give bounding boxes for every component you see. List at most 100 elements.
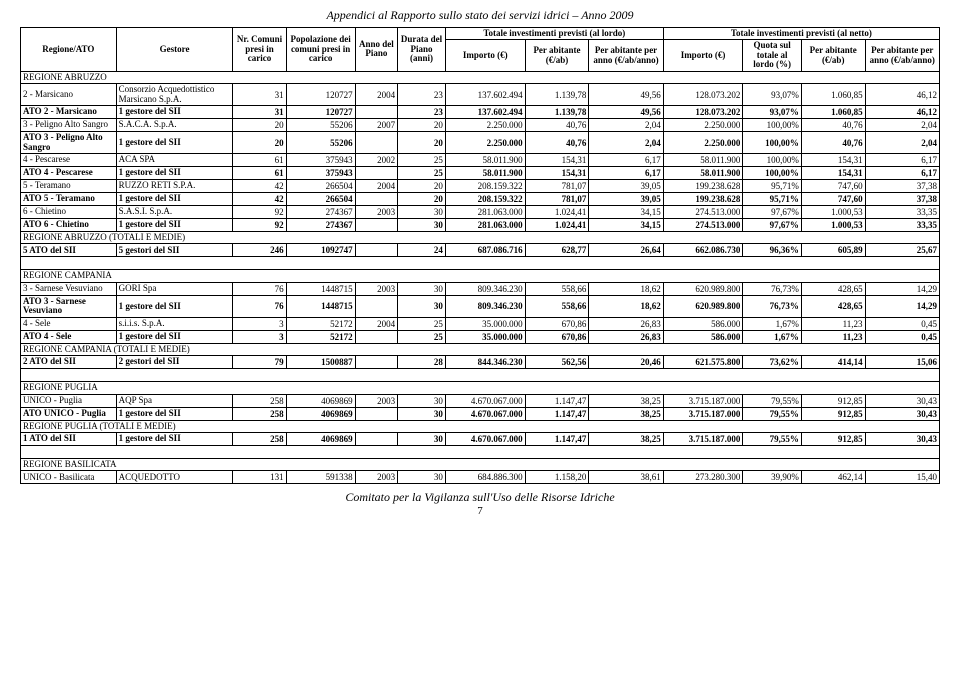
cell: 1 gestore del SII	[116, 407, 233, 420]
cell: 3	[233, 317, 286, 330]
cell: 97,67%	[743, 218, 801, 231]
cell: 208.159.322	[445, 192, 525, 205]
cell: 38,25	[589, 433, 663, 446]
cell: 34,15	[589, 218, 663, 231]
cell: 93,07%	[743, 106, 801, 119]
cell: 3	[233, 330, 286, 343]
col-lordo-perab: Per abitante (€/ab)	[525, 40, 589, 71]
cell: 2007	[355, 119, 397, 132]
cell: 199.238.628	[663, 179, 743, 192]
cell: 1.000,53	[801, 218, 865, 231]
table-row: 2 - MarsicanoConsorzio Acquedottistico M…	[21, 84, 940, 106]
table-row: 2 ATO del SII2 gestori del SII7915008872…	[21, 356, 940, 369]
cell: ATO 6 - Chietino	[21, 218, 117, 231]
cell: 558,66	[525, 282, 589, 295]
cell: 662.086.730	[663, 244, 743, 257]
col-pop: Popolazione dei comuni presi in carico	[286, 28, 355, 72]
cell: 2003	[355, 282, 397, 295]
footer-text: Comitato per la Vigilanza sull'Uso delle…	[20, 490, 940, 505]
cell: 30	[398, 407, 446, 420]
col-netto: Totale investimenti previsti (al netto)	[663, 28, 939, 40]
cell: 4069869	[286, 433, 355, 446]
cell: 49,56	[589, 106, 663, 119]
table-row: 6 - ChietinoS.A.S.I. S.p.A.9227436720033…	[21, 205, 940, 218]
cell: 4.670.067.000	[445, 433, 525, 446]
cell: 100,00%	[743, 153, 801, 166]
cell: 38,25	[589, 394, 663, 407]
cell: 246	[233, 244, 286, 257]
cell: 40,76	[801, 132, 865, 154]
cell: 14,29	[865, 295, 939, 317]
cell	[355, 244, 397, 257]
cell: 670,86	[525, 317, 589, 330]
cell: 558,66	[525, 295, 589, 317]
cell: 76	[233, 295, 286, 317]
cell: 6,17	[589, 166, 663, 179]
cell: 120727	[286, 106, 355, 119]
cell: 3.715.187.000	[663, 433, 743, 446]
cell: 912,85	[801, 394, 865, 407]
cell: 2.250.000	[445, 119, 525, 132]
cell: 2003	[355, 205, 397, 218]
col-regione: Regione/ATO	[21, 28, 117, 72]
cell: 100,00%	[743, 166, 801, 179]
cell: 93,07%	[743, 84, 801, 106]
cell: 1.139,78	[525, 106, 589, 119]
cell: 5 - Teramano	[21, 179, 117, 192]
cell: s.i.i.s. S.p.A.	[116, 317, 233, 330]
cell: 37,38	[865, 179, 939, 192]
cell: AQP Spa	[116, 394, 233, 407]
cell: 2 gestori del SII	[116, 356, 233, 369]
cell: 30,43	[865, 394, 939, 407]
cell: 781,07	[525, 179, 589, 192]
cell: 620.989.800	[663, 295, 743, 317]
cell: 747,60	[801, 192, 865, 205]
cell: 2.250.000	[445, 132, 525, 154]
cell: 30,43	[865, 407, 939, 420]
cell: 3 - Peligno Alto Sangro	[21, 119, 117, 132]
table-row: REGIONE CAMPANIA (TOTALI E MEDIE)	[21, 343, 940, 355]
section-title: REGIONE PUGLIA	[21, 382, 940, 394]
col-netto-importo: Importo (€)	[663, 40, 743, 71]
cell: 20	[398, 192, 446, 205]
cell: 26,83	[589, 317, 663, 330]
cell: ATO 4 - Pescarese	[21, 166, 117, 179]
cell	[355, 295, 397, 317]
doc-title: Appendici al Rapporto sullo stato dei se…	[20, 8, 940, 23]
cell: 46,12	[865, 106, 939, 119]
cell: 809.346.230	[445, 295, 525, 317]
cell: 42	[233, 192, 286, 205]
table-row: 5 ATO del SII5 gestori del SII2461092747…	[21, 244, 940, 257]
cell: 128.073.202	[663, 106, 743, 119]
cell: 30	[398, 205, 446, 218]
cell: 586.000	[663, 317, 743, 330]
cell: 4069869	[286, 407, 355, 420]
cell: S.A.C.A. S.p.A.	[116, 119, 233, 132]
cell: 1.024,41	[525, 218, 589, 231]
table-row: 1 ATO del SII1 gestore del SII2584069869…	[21, 433, 940, 446]
cell: UNICO - Basilicata	[21, 471, 117, 484]
cell: 52172	[286, 317, 355, 330]
col-netto-perab: Per abitante (€/ab)	[801, 40, 865, 71]
cell: 18,62	[589, 282, 663, 295]
cell: 55206	[286, 132, 355, 154]
cell: 96,36%	[743, 244, 801, 257]
table-row: 4 - Seles.i.i.s. S.p.A.35217220042535.00…	[21, 317, 940, 330]
cell: 30	[398, 471, 446, 484]
cell: 1.000,53	[801, 205, 865, 218]
cell: 37,38	[865, 192, 939, 205]
cell: 46,12	[865, 84, 939, 106]
cell: 20	[233, 132, 286, 154]
cell: 1.139,78	[525, 84, 589, 106]
cell	[355, 218, 397, 231]
cell: 6 - Chietino	[21, 205, 117, 218]
cell: 14,29	[865, 282, 939, 295]
cell: 40,76	[525, 119, 589, 132]
col-comuni: Nr. Comuni presi in carico	[233, 28, 286, 72]
cell: 1,67%	[743, 330, 801, 343]
cell: 35.000.000	[445, 330, 525, 343]
cell: 31	[233, 106, 286, 119]
cell: 6,17	[589, 153, 663, 166]
cell: 199.238.628	[663, 192, 743, 205]
cell: 23	[398, 84, 446, 106]
